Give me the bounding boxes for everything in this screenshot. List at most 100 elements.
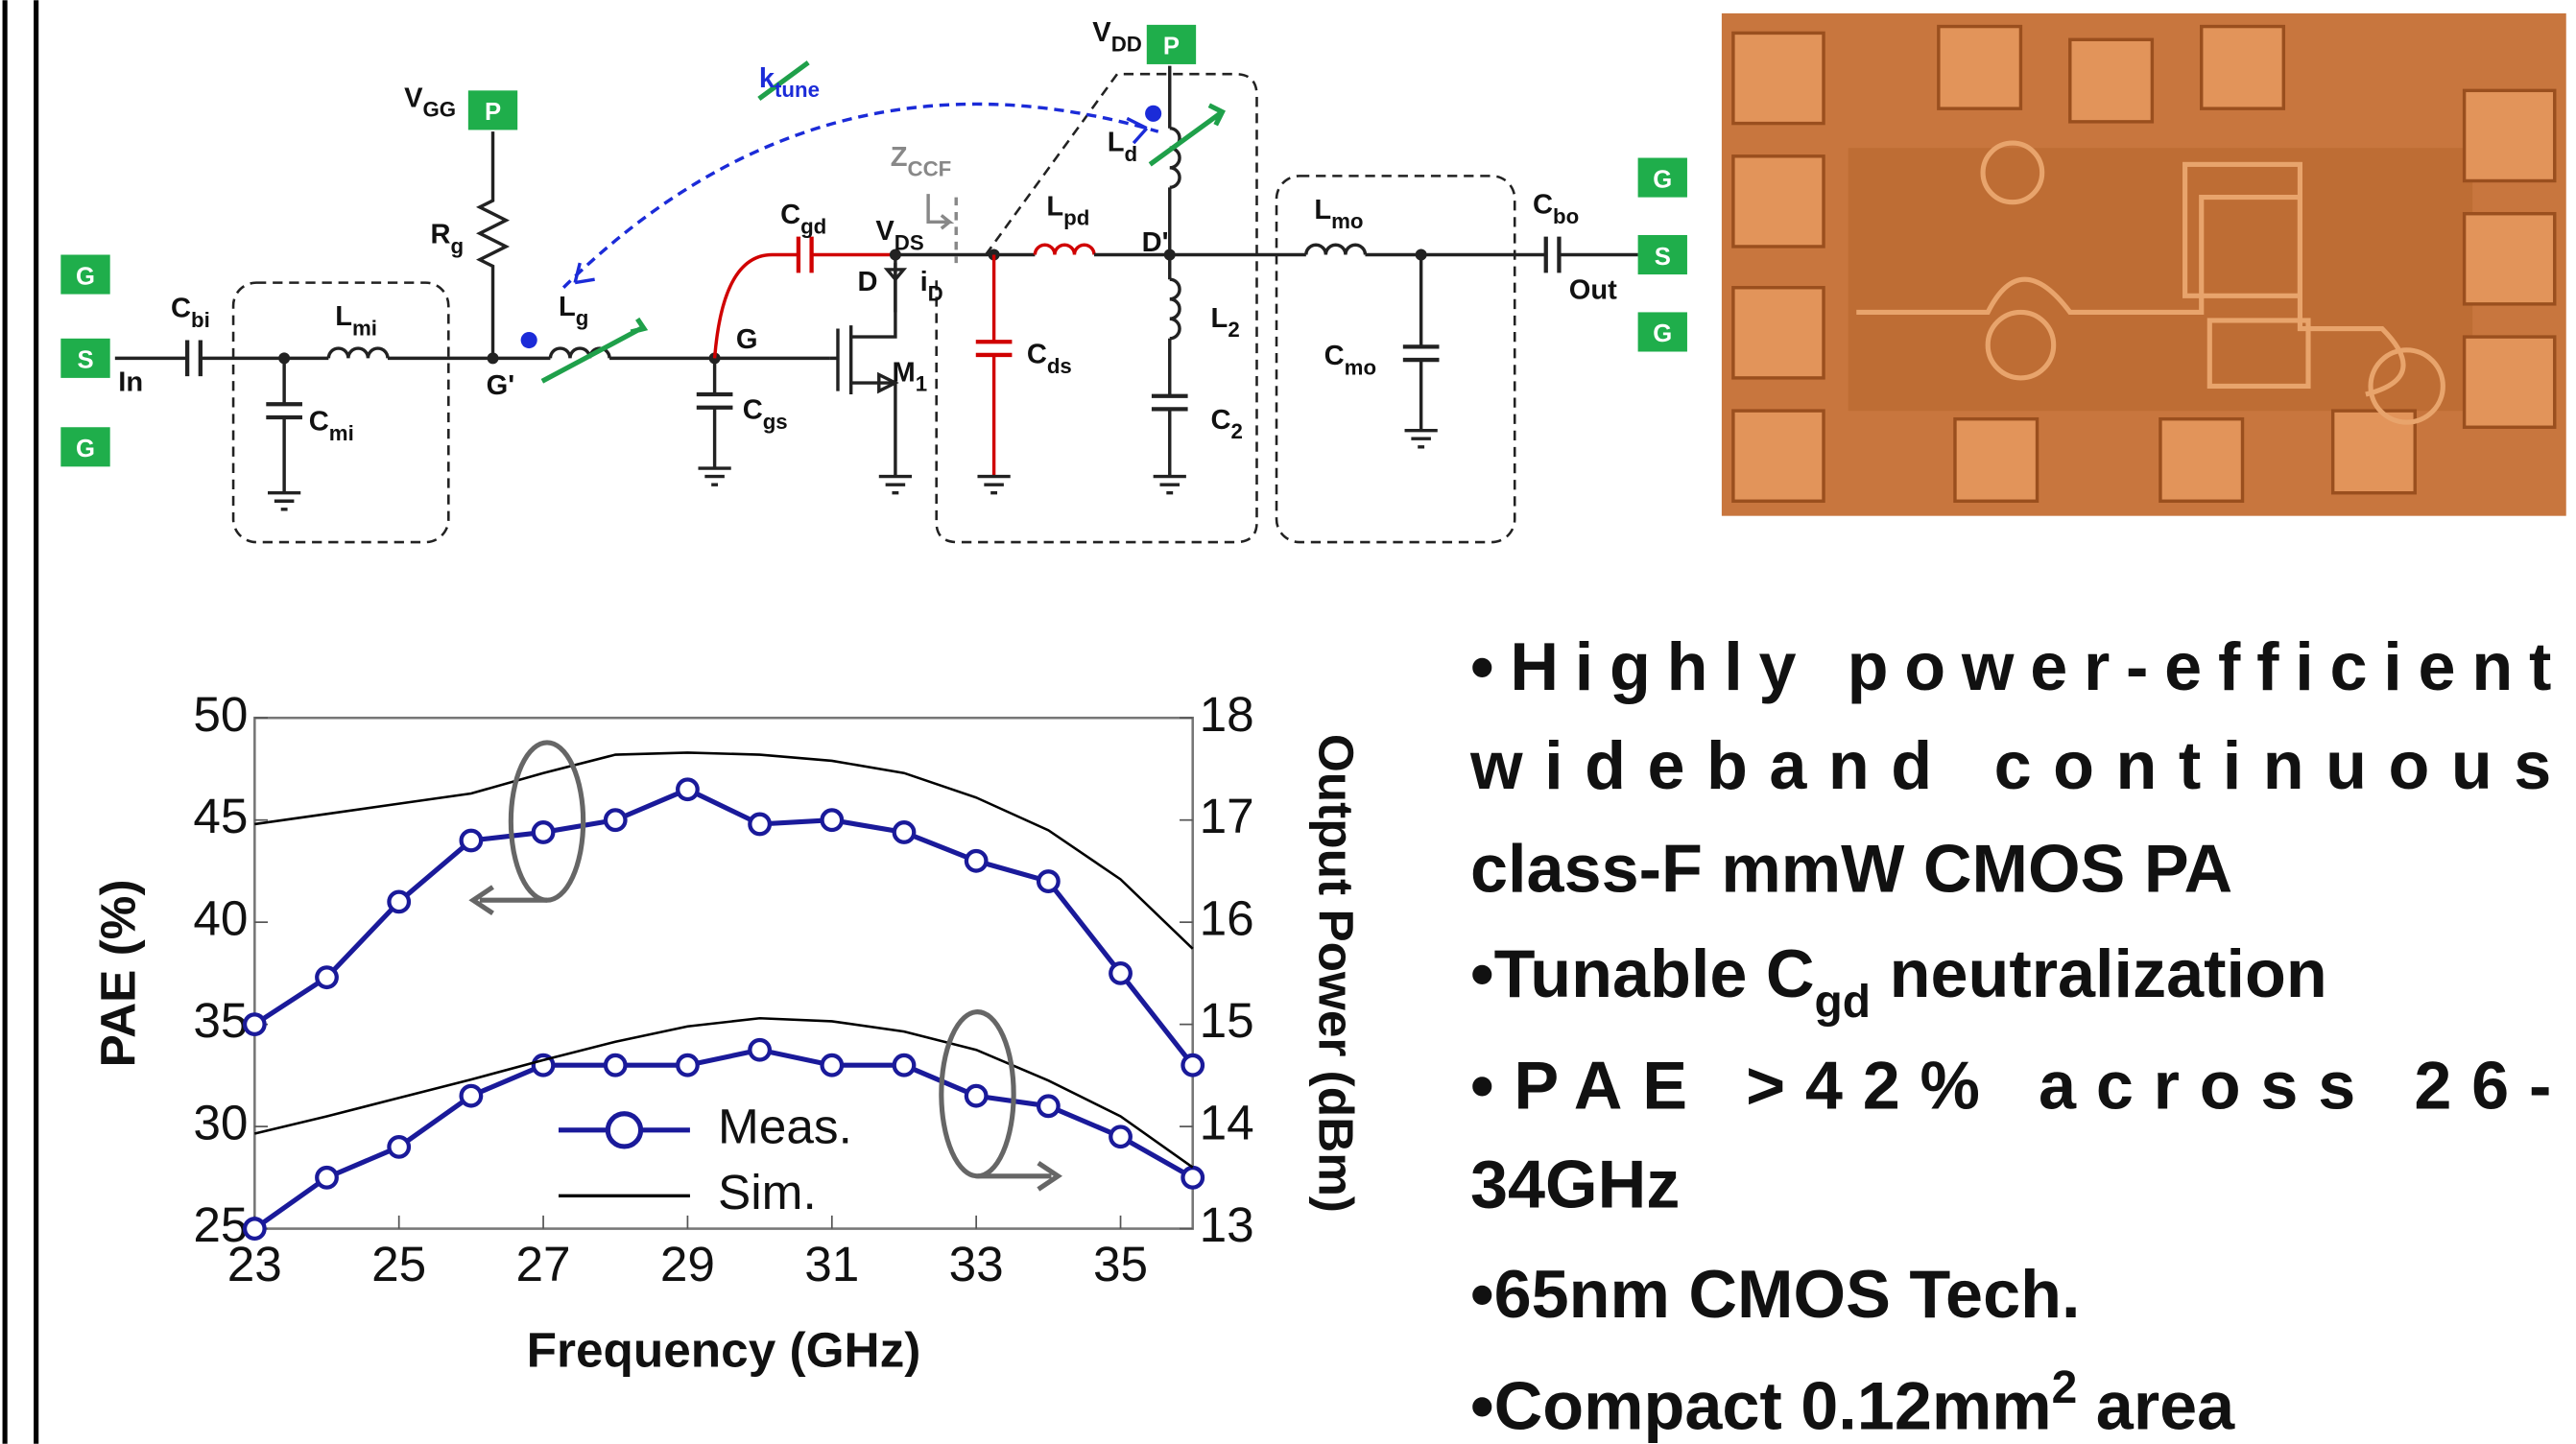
bullet-sub: gd xyxy=(1815,977,1872,1028)
wire xyxy=(326,346,390,359)
y2-tick-label: 17 xyxy=(1200,789,1254,843)
label-base: L xyxy=(1046,191,1063,222)
y-tick-label: 25 xyxy=(193,1197,248,1252)
y2-tick-label: 15 xyxy=(1200,993,1254,1048)
x-axis-title: Frequency (GHz) xyxy=(527,1322,921,1377)
legend-marker xyxy=(605,1111,644,1149)
dot-marker xyxy=(1145,105,1162,122)
label-base: C xyxy=(743,395,763,426)
bullet: 34GHz xyxy=(1470,1146,1680,1221)
bullet: class-F mmW CMOS PA xyxy=(1470,831,2232,907)
label-sub: 2 xyxy=(1231,419,1243,443)
pad-label: G xyxy=(76,436,95,462)
label-sub: CCF xyxy=(908,156,952,180)
label-sub: DD xyxy=(1111,32,1142,56)
annotation-arrow xyxy=(468,885,548,916)
label-sub: 2 xyxy=(1228,318,1239,342)
pad-label: G xyxy=(76,263,95,290)
circuit-label: Rg xyxy=(430,220,464,258)
wire xyxy=(977,474,1011,495)
data-point xyxy=(387,1134,412,1159)
data-point xyxy=(892,1053,917,1077)
series-line xyxy=(252,786,1195,1067)
y2-tick-label: 14 xyxy=(1200,1096,1254,1150)
dot-marker xyxy=(520,331,537,349)
bullet-part: •Compact 0.12mm xyxy=(1470,1367,2052,1443)
label-base: C xyxy=(1533,190,1553,221)
pad-label: P xyxy=(485,99,501,126)
label-sub: D xyxy=(928,281,943,305)
wire xyxy=(698,466,731,486)
x-tick-label: 25 xyxy=(371,1237,426,1291)
data-point xyxy=(1109,960,1133,985)
data-point xyxy=(820,1053,845,1077)
label-sub: bo xyxy=(1553,204,1579,228)
label-sub: DS xyxy=(894,230,924,254)
x-tick-label: 31 xyxy=(804,1237,859,1291)
circuit-label: Cgs xyxy=(743,395,788,434)
label-base: C xyxy=(309,407,329,438)
label-sub: gs xyxy=(763,410,788,434)
bullet: wideband continuous xyxy=(1469,727,2551,803)
wire xyxy=(561,102,1159,289)
y2-axis-title: Output Power (dBm) xyxy=(1309,734,1364,1213)
circuit-label: Out xyxy=(1569,275,1617,306)
circuit-label: M1 xyxy=(892,357,927,395)
bullet-part: neutralization xyxy=(1871,935,2327,1011)
bullet: •Highly power-efficient xyxy=(1470,628,2551,704)
wire xyxy=(1402,344,1440,363)
bullet: •Compact 0.12mm2 area xyxy=(1470,1362,2235,1443)
plot-frame xyxy=(253,716,1195,1230)
y2-tick-label: 18 xyxy=(1200,687,1254,742)
wire xyxy=(935,72,1258,544)
wire xyxy=(796,236,814,273)
wire xyxy=(573,116,1149,285)
data-point xyxy=(315,1165,339,1190)
dashed-box xyxy=(1275,175,1516,544)
circuit-label: D xyxy=(858,267,878,297)
label-base: G' xyxy=(487,370,515,401)
circuit-label: Lpd xyxy=(1046,191,1089,229)
wire xyxy=(878,474,913,495)
label-base: i xyxy=(920,267,928,297)
circuit-label: Ld xyxy=(1108,128,1137,166)
label-base: L xyxy=(559,292,576,322)
wire xyxy=(1033,243,1096,255)
label-sub: bi xyxy=(191,308,210,332)
label-base: L xyxy=(335,301,352,332)
wire xyxy=(1151,393,1188,412)
label-sub: g xyxy=(450,234,464,258)
label-base: V xyxy=(1092,17,1111,48)
circuit-label: Lmo xyxy=(1314,195,1363,233)
wire xyxy=(1304,243,1368,255)
wire xyxy=(883,263,908,313)
circuit-label: D' xyxy=(1142,227,1169,258)
label-sub: mo xyxy=(1345,355,1376,379)
label-base: R xyxy=(430,220,450,250)
circuit-label: VDD xyxy=(1092,17,1142,56)
wire xyxy=(1169,277,1181,341)
data-point xyxy=(603,808,628,833)
circuit-label: Cds xyxy=(1027,339,1072,377)
label-sub: mi xyxy=(352,316,377,340)
data-point xyxy=(242,1012,267,1037)
pad-label: G xyxy=(1653,320,1672,347)
label-base: k xyxy=(759,63,775,94)
data-point xyxy=(315,965,339,990)
data-point xyxy=(459,1083,484,1108)
label-base: L xyxy=(1108,128,1125,158)
data-point xyxy=(820,808,845,833)
data-point xyxy=(964,848,989,873)
label-base: C xyxy=(171,294,191,324)
die-region xyxy=(1848,148,2473,412)
data-point xyxy=(1036,1094,1061,1119)
wire xyxy=(1169,126,1181,190)
wire xyxy=(1148,103,1226,167)
label-sub: tune xyxy=(775,78,820,102)
label-sub: gd xyxy=(800,214,826,238)
circuit-label: VDS xyxy=(875,216,923,254)
wire xyxy=(540,317,649,384)
data-point xyxy=(676,1053,700,1077)
y2-tick-label: 13 xyxy=(1200,1197,1254,1252)
